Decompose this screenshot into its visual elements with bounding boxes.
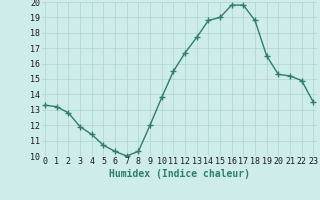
- X-axis label: Humidex (Indice chaleur): Humidex (Indice chaleur): [109, 169, 250, 179]
